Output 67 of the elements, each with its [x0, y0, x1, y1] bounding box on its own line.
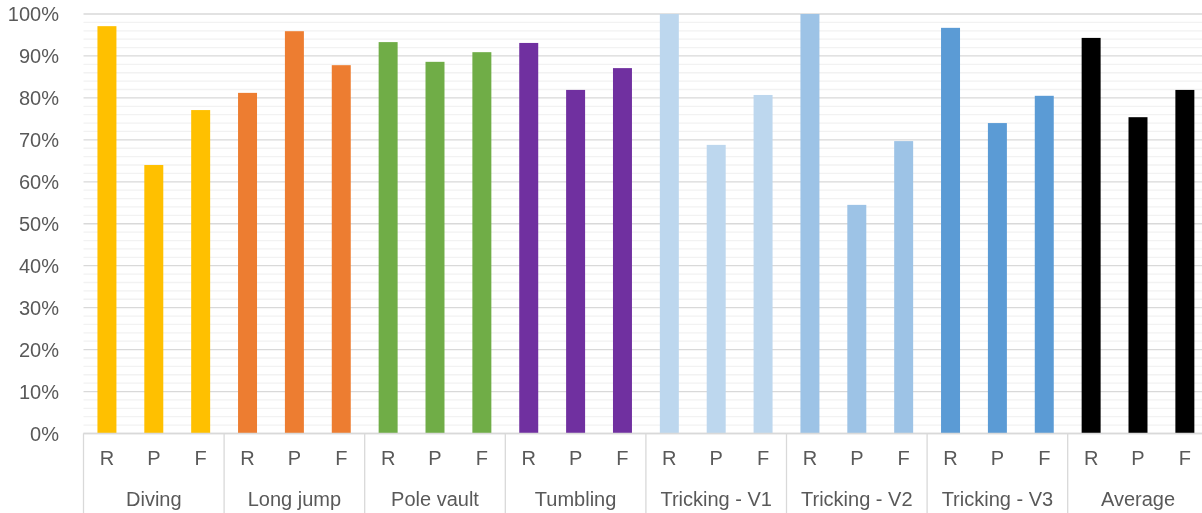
bar [1081, 37, 1101, 434]
x-tick-label: P [568, 447, 583, 469]
x-tick-label: R [943, 447, 958, 469]
x-tick-label: R [240, 447, 255, 469]
bar [378, 42, 398, 434]
text: Tricking - V3 [941, 488, 1054, 510]
x-tick-label: P [850, 447, 864, 469]
x-tick-label: P [709, 447, 723, 469]
bar [1034, 95, 1054, 434]
y-tick-label: 10% [18, 380, 60, 403]
x-tick-label: F [335, 447, 348, 469]
text: Average [1100, 488, 1176, 510]
x-tick-label: R [1083, 447, 1099, 469]
bar [612, 68, 632, 434]
bar [987, 123, 1007, 434]
x-tick-label: R [802, 447, 818, 469]
x-tick-label: F [897, 447, 910, 469]
x-tick-label: F [1038, 447, 1051, 469]
bar [941, 27, 961, 434]
text: Pole vault [391, 488, 480, 510]
x-tick-label: P [1131, 447, 1145, 469]
bar [659, 14, 679, 434]
bar [97, 26, 117, 434]
y-tick-label: 100% [7, 3, 60, 25]
x-tick-label: P [147, 447, 161, 469]
y-tick-label: 20% [18, 338, 60, 361]
bar [1175, 89, 1195, 434]
x-tick-label: R [662, 447, 677, 469]
y-tick-label: 0% [30, 422, 60, 445]
bar [847, 204, 867, 434]
bar [566, 89, 586, 434]
x-tick-label: F [194, 447, 207, 469]
x-tick-label: R [99, 447, 115, 469]
y-tick-label: 40% [18, 254, 60, 277]
bar [706, 144, 726, 434]
y-tick-label: 50% [18, 212, 60, 235]
bar [1128, 117, 1148, 434]
bar [425, 61, 445, 434]
y-tick-label: 90% [18, 44, 60, 67]
x-tick-label: R [380, 447, 396, 469]
y-tick-label: 60% [18, 170, 60, 193]
bar [191, 110, 211, 434]
x-tick-label: P [990, 447, 1005, 469]
y-tick-label: 30% [18, 296, 60, 319]
x-tick-label: P [428, 447, 442, 469]
bar [472, 52, 492, 434]
bar [753, 94, 773, 434]
bar [331, 65, 351, 434]
text: Long jump [247, 488, 342, 510]
x-tick-label: R [521, 447, 536, 469]
text: Tumbling [534, 488, 617, 510]
bar [800, 14, 820, 434]
bar [144, 165, 164, 434]
y-tick-label: 80% [18, 86, 60, 109]
bar [238, 92, 258, 434]
text: Tricking - V2 [801, 488, 913, 510]
x-tick-label: F [756, 447, 770, 469]
x-tick-label: F [475, 447, 488, 469]
bar [284, 31, 304, 434]
x-tick-label: P [287, 447, 302, 469]
text: Tricking - V1 [660, 488, 772, 510]
x-tick-label: F [1178, 447, 1191, 469]
bar [519, 42, 539, 434]
y-tick-label: 70% [18, 128, 60, 151]
bar [894, 141, 914, 434]
text: Diving [126, 488, 182, 510]
x-tick-label: F [616, 447, 629, 469]
